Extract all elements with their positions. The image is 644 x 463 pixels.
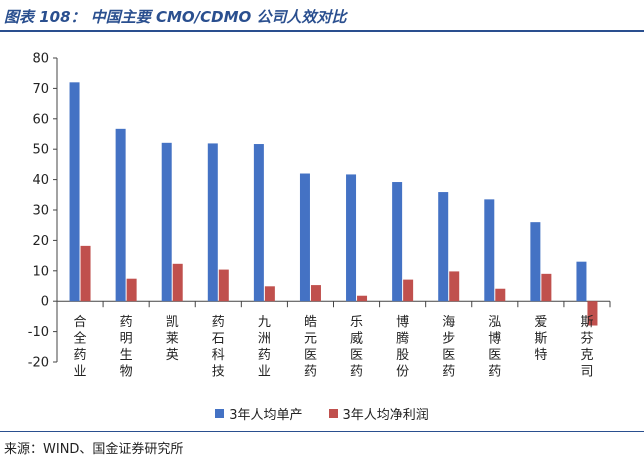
title-rule <box>0 30 644 32</box>
legend-label-series-2: 3年人均净利润 <box>342 408 429 423</box>
bar-series-2 <box>449 271 460 302</box>
y-tick-label: 20 <box>32 234 49 249</box>
footer-rule <box>0 431 644 432</box>
bar-series-2 <box>218 269 229 302</box>
x-tick-label: 九洲药业 <box>258 315 271 380</box>
y-tick-label: -10 <box>28 325 49 340</box>
x-tick-label: 海步医药 <box>442 315 455 380</box>
y-tick-label: -20 <box>28 356 49 371</box>
legend-swatch-series-1 <box>215 409 225 418</box>
bar-series-1 <box>69 82 80 302</box>
x-tick-label: 乐威医药 <box>350 315 363 380</box>
bar-series-2 <box>587 301 598 326</box>
legend-swatch-series-2 <box>328 409 338 418</box>
bar-series-2 <box>357 295 368 302</box>
bar-series-1 <box>207 143 218 302</box>
bar-series-1 <box>115 128 126 302</box>
y-tick-label: 40 <box>32 173 49 188</box>
bar-series-1 <box>576 261 587 302</box>
y-tick-label: 0 <box>41 295 49 310</box>
bar-series-1 <box>392 182 403 302</box>
bar-series-2 <box>403 279 414 302</box>
y-tick-label: 80 <box>32 52 49 67</box>
x-tick-label: 药石科技 <box>212 315 225 380</box>
x-tick-label: 斯芬克司 <box>580 315 593 380</box>
bar-series-2 <box>310 285 321 302</box>
y-tick-label: 30 <box>32 204 49 219</box>
bar-series-2 <box>264 286 275 302</box>
x-tick-label: 合全药业 <box>74 315 87 380</box>
y-tick-label: 60 <box>32 112 49 127</box>
x-tick-label: 凯莱英 <box>166 315 179 363</box>
bar-series-1 <box>299 173 310 302</box>
bar-series-2 <box>80 245 91 302</box>
x-tick-label: 泓博医药 <box>488 315 501 380</box>
x-tick-label: 博腾股份 <box>396 315 409 380</box>
bar-series-2 <box>126 278 137 302</box>
bar-series-1 <box>346 174 357 302</box>
y-tick-label: 10 <box>32 264 49 279</box>
x-tick-label: 爱斯特 <box>534 315 547 363</box>
y-tick-label: 50 <box>32 143 49 158</box>
x-tick-label: 药明生物 <box>120 315 133 380</box>
legend-item-series-2: 3年人均净利润 <box>328 404 429 423</box>
bar-series-1 <box>530 222 541 302</box>
bar-series-1 <box>253 144 264 302</box>
bar-series-2 <box>541 273 552 302</box>
bar-chart: -20 -10 0 10 20 30 40 50 60 70 80 合全药业 药明生物 凯莱英 药石科技 九洲… <box>28 52 611 380</box>
bar-series-1 <box>438 192 449 302</box>
figure-title: 图表 108： 中国主要 CMO/CDMO 公司人效对比 <box>4 8 347 26</box>
legend: 3年人均单产 3年人均净利润 <box>0 404 644 423</box>
bar-series-1 <box>484 199 495 302</box>
x-tick-label: 皓元医药 <box>304 315 317 380</box>
source-note: 来源：WIND、国金证券研究所 <box>4 442 184 457</box>
bar-series-1 <box>161 142 172 302</box>
legend-item-series-1: 3年人均单产 <box>215 404 303 423</box>
bar-series-2 <box>172 263 183 302</box>
bar-series-2 <box>495 288 506 302</box>
legend-label-series-1: 3年人均单产 <box>229 408 303 423</box>
y-tick-label: 70 <box>32 82 49 97</box>
